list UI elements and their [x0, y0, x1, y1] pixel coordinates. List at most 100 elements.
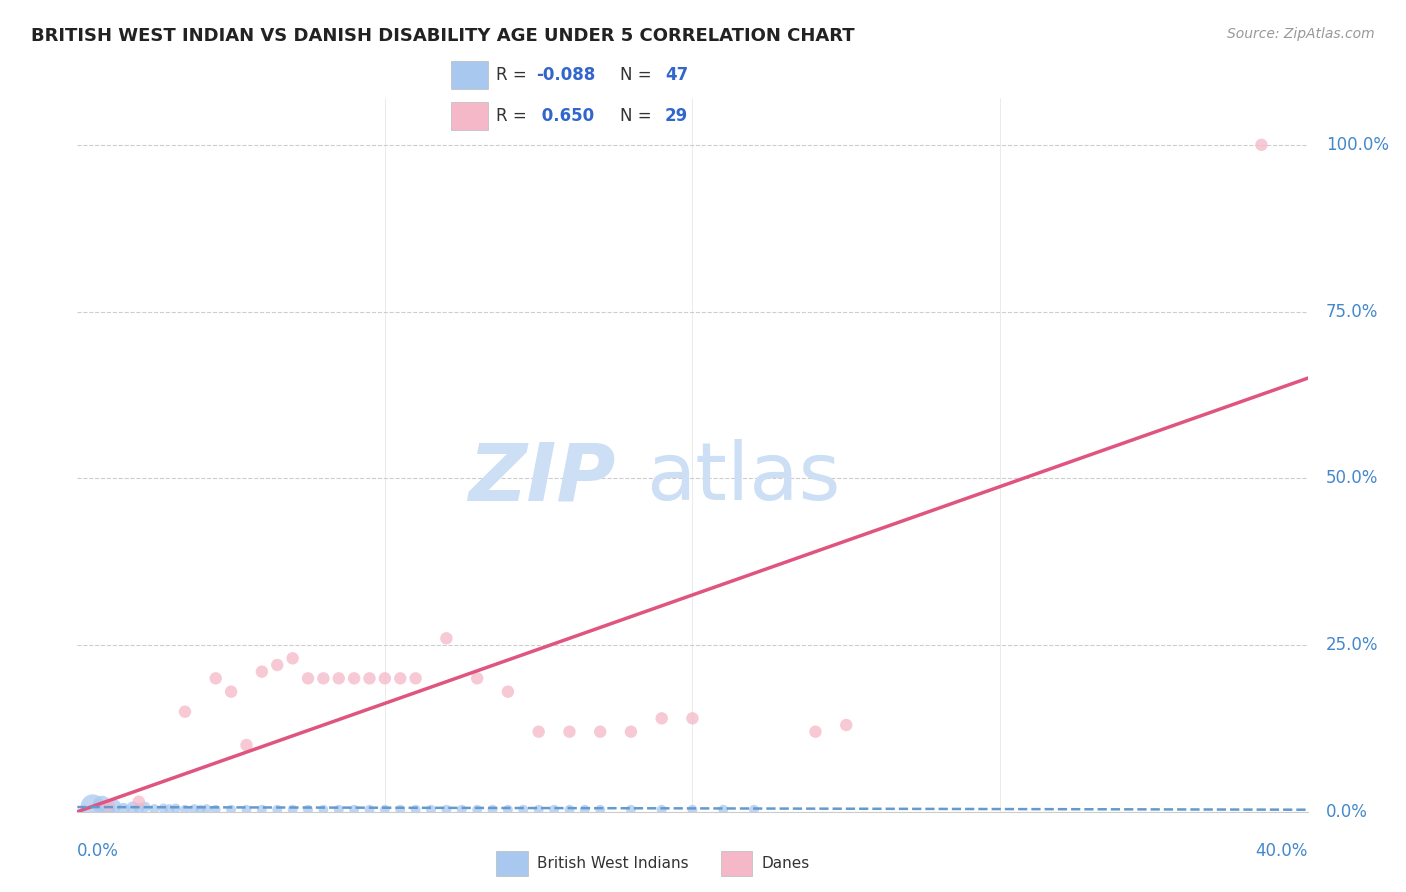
Point — [742, 803, 765, 817]
Point — [281, 803, 304, 817]
Point — [250, 665, 273, 679]
Text: N =: N = — [620, 107, 657, 125]
Point — [312, 803, 335, 817]
Point — [589, 724, 612, 739]
Point — [512, 803, 534, 817]
Point — [465, 671, 488, 685]
Point — [235, 738, 257, 752]
Point — [97, 798, 120, 813]
Point — [465, 803, 488, 817]
Point — [1250, 137, 1272, 152]
Text: -0.088: -0.088 — [536, 66, 595, 84]
Point — [183, 802, 205, 816]
Point — [711, 803, 734, 817]
Text: R =: R = — [496, 107, 533, 125]
Text: 0.650: 0.650 — [536, 107, 593, 125]
Point — [82, 799, 104, 814]
Point — [343, 671, 366, 685]
Text: 0.0%: 0.0% — [1326, 803, 1368, 821]
Point — [359, 803, 381, 817]
Point — [159, 802, 181, 816]
Text: 40.0%: 40.0% — [1256, 842, 1308, 860]
Point — [804, 724, 827, 739]
Bar — [451, 102, 488, 130]
Point — [389, 803, 412, 817]
Point — [589, 803, 612, 817]
Text: ZIP: ZIP — [468, 439, 616, 517]
Point — [620, 803, 643, 817]
Point — [188, 803, 212, 817]
Point — [266, 803, 288, 817]
Point — [266, 658, 288, 673]
Point — [204, 803, 226, 817]
Point — [558, 724, 581, 739]
Text: Source: ZipAtlas.com: Source: ZipAtlas.com — [1227, 27, 1375, 41]
Text: 75.0%: 75.0% — [1326, 302, 1378, 320]
Point — [90, 798, 114, 813]
Point — [651, 803, 673, 817]
Text: atlas: atlas — [647, 439, 841, 517]
Text: 47: 47 — [665, 66, 689, 84]
Point — [219, 803, 242, 817]
Point — [128, 795, 150, 809]
Point — [112, 802, 135, 816]
Point — [374, 803, 396, 817]
Point — [450, 803, 472, 817]
Text: R =: R = — [496, 66, 533, 84]
Point — [420, 803, 443, 817]
Text: 50.0%: 50.0% — [1326, 469, 1378, 487]
Point — [174, 705, 197, 719]
Point — [174, 803, 197, 817]
Point — [436, 632, 458, 646]
Point — [405, 671, 427, 685]
Text: 29: 29 — [665, 107, 689, 125]
Point — [312, 671, 335, 685]
Point — [496, 684, 519, 698]
Point — [359, 671, 381, 685]
Point — [558, 803, 581, 817]
Point — [134, 800, 156, 814]
Text: Danes: Danes — [762, 856, 810, 871]
Point — [405, 803, 427, 817]
Text: 0.0%: 0.0% — [77, 842, 120, 860]
Point — [195, 802, 218, 816]
Point — [436, 803, 458, 817]
Point — [204, 671, 226, 685]
Point — [219, 684, 242, 698]
Point — [682, 803, 704, 817]
Point — [143, 802, 166, 816]
Point — [343, 803, 366, 817]
Bar — [721, 851, 752, 876]
Point — [574, 803, 596, 817]
Point — [651, 711, 673, 725]
Point — [152, 801, 174, 815]
Point — [250, 803, 273, 817]
Point — [297, 671, 319, 685]
Point — [527, 803, 550, 817]
Point — [235, 803, 257, 817]
Point — [481, 803, 503, 817]
Point — [374, 671, 396, 685]
Text: British West Indians: British West Indians — [537, 856, 688, 871]
Bar — [496, 851, 527, 876]
Point — [281, 651, 304, 665]
Text: BRITISH WEST INDIAN VS DANISH DISABILITY AGE UNDER 5 CORRELATION CHART: BRITISH WEST INDIAN VS DANISH DISABILITY… — [31, 27, 855, 45]
Point — [328, 671, 350, 685]
Point — [620, 724, 643, 739]
Point — [496, 803, 519, 817]
Bar — [451, 62, 488, 89]
Point — [682, 711, 704, 725]
Text: 25.0%: 25.0% — [1326, 636, 1378, 654]
Point — [97, 801, 120, 815]
Point — [835, 718, 858, 732]
Point — [389, 671, 412, 685]
Point — [328, 803, 350, 817]
Point — [543, 803, 565, 817]
Point — [165, 801, 187, 815]
Point — [527, 724, 550, 739]
Text: 100.0%: 100.0% — [1326, 136, 1389, 153]
Point — [128, 801, 150, 815]
Point — [103, 799, 125, 814]
Text: N =: N = — [620, 66, 657, 84]
Point — [121, 801, 143, 815]
